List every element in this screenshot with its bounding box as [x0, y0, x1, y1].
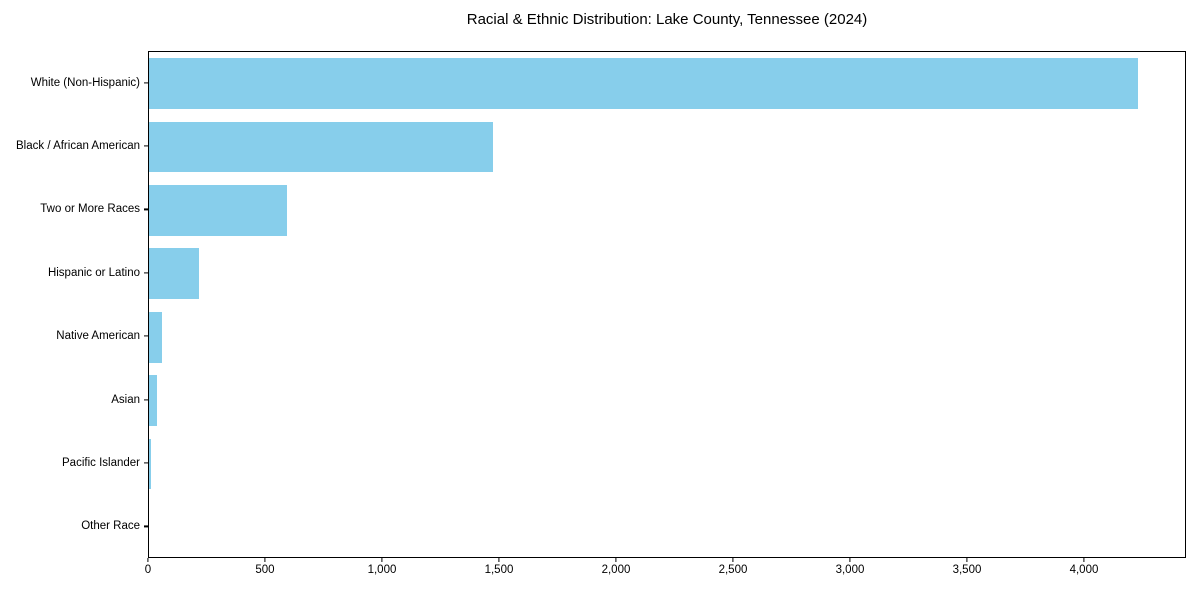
y-tick-mark [144, 398, 148, 401]
x-tick-label: 2,500 [718, 564, 748, 576]
bar-native-american [149, 311, 162, 363]
x-tick-mark [732, 558, 734, 562]
x-tick-mark [264, 558, 266, 562]
y-tick-label: Black / African American [16, 140, 140, 153]
bar-black-african-american [149, 121, 493, 173]
x-tick-label: 3,000 [835, 564, 865, 576]
chart-title: Racial & Ethnic Distribution: Lake Count… [466, 11, 868, 28]
y-tick-label: Asian [111, 393, 140, 406]
bar-white-non-hispanic [149, 58, 1138, 110]
x-tick-label: 4,000 [1069, 564, 1099, 576]
x-tick-label: 0 [144, 564, 152, 576]
bar-asian [149, 375, 157, 426]
y-tick-mark [144, 208, 148, 211]
y-tick-label: Pacific Islander [62, 456, 140, 469]
x-tick-label: 1,000 [367, 564, 397, 576]
bar-two-or-more-races [149, 185, 288, 236]
x-tick-label: 3,500 [952, 564, 982, 576]
y-tick-label: Other Race [81, 520, 140, 533]
y-tick-label: Native American [56, 330, 140, 343]
y-tick-mark [144, 525, 148, 527]
x-tick-mark [615, 558, 617, 562]
bar-hispanic-or-latino [149, 248, 199, 300]
y-tick-label: Hispanic or Latino [47, 266, 140, 279]
x-tick-mark [498, 558, 500, 562]
x-tick-mark [381, 558, 383, 562]
y-tick-mark [144, 82, 148, 84]
x-tick-mark [1083, 558, 1085, 562]
x-tick-mark [849, 558, 851, 562]
plot-area [148, 51, 1186, 558]
bar-pacific-islander [149, 438, 151, 490]
x-tick-label: 2,000 [601, 564, 631, 576]
x-tick-label: 1,500 [484, 564, 514, 576]
y-tick-mark [144, 272, 148, 274]
y-tick-mark [144, 145, 148, 147]
x-tick-label: 500 [255, 564, 275, 576]
y-tick-label: Two or More Races [40, 203, 140, 216]
x-tick-mark [966, 558, 968, 562]
y-tick-mark [144, 335, 148, 337]
x-tick-mark [147, 558, 149, 562]
y-tick-label: White (Non-Hispanic) [30, 76, 140, 89]
y-tick-mark [144, 462, 148, 464]
